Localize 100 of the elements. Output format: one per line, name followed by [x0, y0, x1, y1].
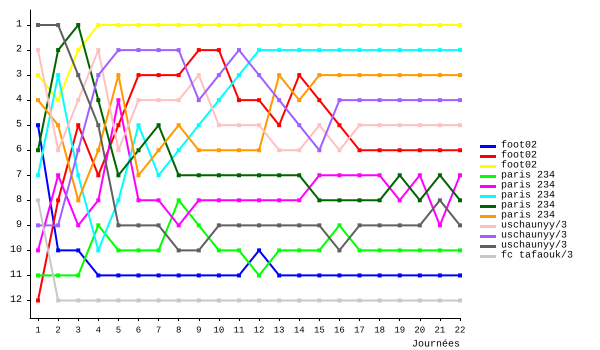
point — [398, 223, 402, 228]
point — [56, 73, 60, 78]
point — [36, 273, 40, 278]
point — [156, 48, 161, 52]
point — [398, 73, 402, 78]
point — [216, 173, 221, 178]
point — [277, 223, 282, 228]
point — [56, 123, 60, 128]
point — [176, 173, 181, 178]
point — [378, 298, 382, 302]
point — [76, 73, 80, 78]
x-tick-label: 8 — [176, 326, 182, 336]
point — [458, 298, 462, 302]
point — [358, 23, 362, 28]
point — [257, 73, 262, 78]
point — [257, 298, 262, 302]
x-tick-label: 15 — [314, 326, 325, 336]
point — [297, 98, 302, 102]
x-tick-label: 4 — [96, 326, 102, 336]
point — [378, 248, 382, 252]
point — [96, 298, 100, 302]
point — [176, 23, 181, 28]
legend-label: uschaunyy/3 — [501, 240, 568, 252]
point — [176, 273, 181, 278]
point — [36, 198, 40, 202]
point — [257, 173, 262, 178]
x-tick-label: 17 — [354, 326, 365, 336]
point — [277, 173, 282, 178]
point — [418, 48, 422, 52]
point — [56, 298, 60, 302]
point — [76, 223, 80, 228]
point — [257, 98, 262, 102]
point — [196, 198, 201, 202]
point — [297, 223, 302, 228]
point — [76, 48, 80, 52]
point — [36, 298, 40, 302]
point — [317, 48, 322, 52]
point — [76, 148, 80, 152]
x-tick-label: 12 — [254, 326, 264, 336]
x-tick-label: 9 — [196, 326, 202, 336]
point — [337, 273, 342, 278]
point — [458, 248, 462, 252]
point — [56, 198, 60, 202]
point — [317, 198, 322, 202]
point — [458, 98, 462, 102]
point — [418, 73, 422, 78]
point — [236, 48, 241, 52]
point — [398, 173, 402, 178]
point — [176, 298, 181, 302]
point — [76, 298, 80, 302]
legend-label: foot02 — [501, 150, 538, 162]
point — [358, 173, 362, 178]
point — [236, 298, 241, 302]
x-tick-label: 16 — [334, 326, 345, 336]
point — [257, 48, 262, 52]
point — [378, 48, 382, 52]
point — [458, 123, 462, 128]
point — [156, 123, 161, 128]
point — [398, 98, 402, 102]
point — [337, 73, 342, 78]
point — [96, 23, 100, 28]
legend-label: uschaunyy/3 — [501, 220, 568, 232]
legend-label: paris 234 — [501, 200, 556, 212]
point — [176, 48, 181, 52]
legend-label: foot02 — [501, 160, 538, 172]
y-tick-label: 7 — [16, 170, 22, 181]
point — [116, 298, 120, 302]
point — [116, 223, 120, 228]
point — [277, 98, 282, 102]
point — [297, 148, 302, 152]
point — [378, 23, 382, 28]
point — [216, 223, 221, 228]
y-tick-label: 9 — [16, 220, 22, 231]
y-tick-label: 2 — [16, 44, 22, 56]
point — [176, 198, 181, 202]
point — [458, 48, 462, 52]
y-tick-label: 4 — [16, 94, 22, 106]
point — [418, 123, 422, 128]
point — [337, 48, 342, 52]
point — [196, 23, 201, 28]
x-tick-label: 1 — [35, 326, 41, 336]
point — [358, 48, 362, 52]
point — [418, 223, 422, 228]
point — [277, 248, 282, 252]
point — [236, 73, 241, 78]
legend-label: foot02 — [501, 140, 538, 152]
point — [418, 298, 422, 302]
point — [438, 73, 442, 78]
point — [398, 48, 402, 52]
point — [337, 148, 342, 152]
legend-label: paris 234 — [501, 190, 556, 202]
point — [136, 73, 141, 78]
y-tick-label: 5 — [16, 120, 22, 131]
x-tick-label: 13 — [274, 326, 285, 336]
point — [76, 248, 80, 252]
point — [76, 98, 80, 102]
point — [136, 273, 141, 278]
point — [236, 198, 241, 202]
point — [136, 148, 141, 152]
point — [36, 48, 40, 52]
